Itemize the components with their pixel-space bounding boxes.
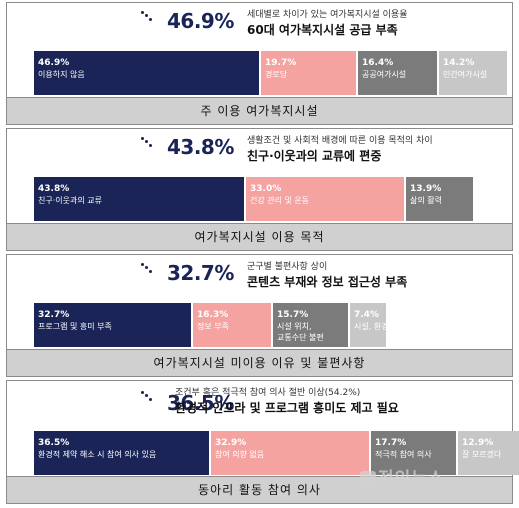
logo-mark-icon <box>360 471 376 485</box>
bar-value-label: 17.7% <box>375 438 407 448</box>
bar-2: 32.9% 참여 의향 없음 <box>211 431 369 475</box>
bar-value-label: 36.5% <box>38 438 70 448</box>
bar-value-label: 16.3% <box>197 310 229 320</box>
bar-category-label: 삶의 활력 <box>410 196 442 205</box>
chart-panel-1: 46.9% 세대별로 차이가 있는 여가복지시설 이용율 60대 여가복지시설 공급… <box>6 2 513 125</box>
chart-title-bar: 여가복지시설 이용 목적 <box>7 223 512 250</box>
bar-1: 43.8% 친구·이웃과의 교류 <box>34 177 244 221</box>
accent-dot <box>149 144 152 147</box>
bar-category-label: 경로당 <box>265 70 288 79</box>
chart-subtitle: 군구별 불편사항 상이 <box>247 262 328 272</box>
bar-2: 33.0% 건강 관리 및 운동 <box>246 177 404 221</box>
accent-dots-icon <box>141 137 152 147</box>
bar-category-label: 잘 모르겠다 <box>462 450 502 459</box>
headline-percent: 46.9% <box>167 9 234 33</box>
news-logo-watermark: 정인뉴스 <box>360 464 445 489</box>
headline-percent: 43.8% <box>167 135 234 159</box>
bar-category-label: 민간여가시설 <box>443 70 488 79</box>
accent-dot <box>149 18 152 21</box>
bar-3: 13.9% 삶의 활력 <box>406 177 473 221</box>
bar-value-label: 13.9% <box>410 184 442 194</box>
bar-value-label: 16.4% <box>362 58 394 68</box>
chart-title-bar: 동아리 활동 참여 의사 <box>7 476 512 503</box>
bar-value-label: 12.9% <box>462 438 494 448</box>
bar-category-label: 이용하지 않음 <box>38 70 85 79</box>
bar-category-label: 친구·이웃과의 교류 <box>38 196 102 205</box>
chart-headline: 친구·이웃과의 교류에 편중 <box>247 149 382 163</box>
bar-category-label: 시설, 환경 열악 <box>354 322 386 331</box>
accent-dot <box>149 270 152 273</box>
chart-title-bar: 여가복지시설 미이용 이유 및 불편사항 <box>7 349 512 376</box>
bar-category-label: 적극적 참여 의사 <box>375 450 432 459</box>
chart-headline: 환경적 인프라 및 프로그램 흥미도 제고 필요 <box>175 401 399 415</box>
chart-subtitle: 조건부 혹은 적극적 참여 의사 절반 이상(54.2%) <box>175 388 361 398</box>
bar-1: 36.5% 환경적 제약 해소 시 참여 의사 있음 <box>34 431 209 475</box>
bar-3: 16.4% 공공여가시설 <box>358 51 437 95</box>
accent-dots-icon <box>141 263 152 273</box>
bar-1: 32.7% 프로그램 및 흥미 부족 <box>34 303 191 347</box>
watermark-text: 정인뉴스 <box>378 469 445 489</box>
bar-4: 7.4% 시설, 환경 열악 <box>350 303 386 347</box>
bar-category-label: 시설 위치, <box>277 322 312 331</box>
bar-value-label: 15.7% <box>277 310 309 320</box>
bar-2: 19.7% 경로당 <box>261 51 356 95</box>
bar-4: 14.2% 민간여가시설 <box>439 51 507 95</box>
accent-dot <box>141 263 144 266</box>
bar-3: 15.7% 시설 위치, 교통수단 불편 <box>273 303 348 347</box>
chart-headline: 콘텐츠 부재와 정보 접근성 부족 <box>247 275 408 289</box>
chart-headline: 60대 여가복지시설 공급 부족 <box>247 23 398 37</box>
bar-category-label: 참여 의향 없음 <box>215 450 265 459</box>
bar-3: 17.7% 적극적 참여 의사 <box>371 431 456 475</box>
headline-percent: 36.5% <box>167 391 234 415</box>
bar-1: 46.9% 이용하지 않음 <box>34 51 259 95</box>
chart-subtitle: 세대별로 차이가 있는 여가복지시설 이용율 <box>247 10 408 20</box>
bar-value-label: 32.9% <box>215 438 247 448</box>
bar-2: 16.3% 정보 부족 <box>193 303 271 347</box>
accent-dot <box>141 11 144 14</box>
chart-subtitle: 생활조건 및 사회적 배경에 따른 이용 목적의 차이 <box>247 136 433 146</box>
accent-dot <box>145 140 148 143</box>
bar-category-label: 환경적 제약 해소 시 참여 의사 있음 <box>38 450 157 459</box>
headline-percent: 32.7% <box>167 261 234 285</box>
chart-title-bar: 주 이용 여가복지시설 <box>7 97 512 124</box>
chart-panel-4: 36.5% 조건부 혹은 적극적 참여 의사 절반 이상(54.2%) 환경적 인프… <box>6 380 519 504</box>
bar-category-label: 공공여가시설 <box>362 70 407 79</box>
bar-value-label: 46.9% <box>38 58 70 68</box>
bar-value-label: 32.7% <box>38 310 70 320</box>
bar-4: 12.9% 잘 모르겠다 <box>458 431 519 475</box>
accent-dot <box>145 394 148 397</box>
bar-value-label: 43.8% <box>38 184 70 194</box>
bar-value-label: 33.0% <box>250 184 282 194</box>
bar-category-label: 교통수단 불편 <box>277 333 324 342</box>
accent-dot <box>145 14 148 17</box>
accent-dots-icon <box>141 391 152 401</box>
bar-value-label: 19.7% <box>265 58 297 68</box>
accent-dot <box>149 398 152 401</box>
accent-dot <box>141 137 144 140</box>
accent-dot <box>145 266 148 269</box>
bar-value-label: 14.2% <box>443 58 475 68</box>
bar-category-label: 건강 관리 및 운동 <box>250 196 310 205</box>
accent-dot <box>141 391 144 394</box>
bar-category-label: 정보 부족 <box>197 322 229 331</box>
accent-dots-icon <box>141 11 152 21</box>
bar-category-label: 프로그램 및 흥미 부족 <box>38 322 112 331</box>
bar-value-label: 7.4% <box>354 310 379 320</box>
